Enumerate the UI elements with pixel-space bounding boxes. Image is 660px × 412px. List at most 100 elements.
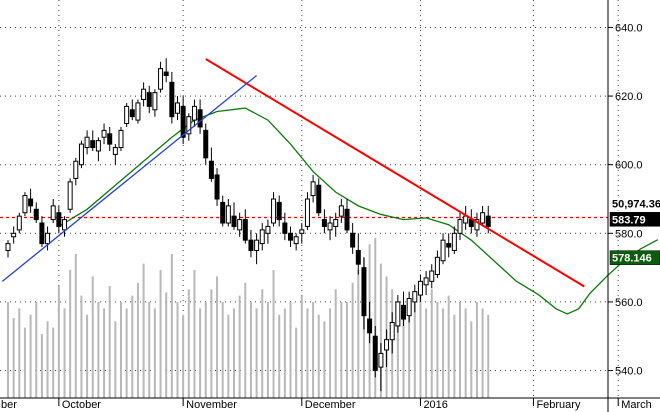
candle-down: [321, 219, 327, 227]
candle-up: [237, 219, 243, 231]
candle-down: [220, 201, 226, 224]
x-tick-label: ber: [1, 399, 17, 411]
candle-up: [429, 270, 435, 282]
candle-up: [124, 105, 130, 125]
candle-up: [118, 129, 124, 149]
candle-up: [412, 291, 418, 303]
candle-up: [293, 236, 299, 245]
candle-down: [485, 215, 491, 227]
candle-up: [417, 280, 423, 296]
value-label-box: [610, 196, 660, 211]
x-tick-label: March: [621, 399, 652, 411]
value-label-box: [609, 250, 660, 265]
candle-up: [310, 181, 316, 197]
x-tick-label: February: [536, 399, 581, 411]
candle-down: [276, 201, 282, 221]
candle-up: [175, 102, 180, 114]
candle-down: [129, 109, 135, 118]
candle-down: [248, 239, 254, 251]
candle-down: [203, 129, 209, 159]
y-tick-label: 560.0: [615, 297, 643, 309]
candle-down: [372, 335, 378, 372]
candle-up: [480, 212, 486, 224]
candle-down: [107, 133, 113, 145]
candle-down: [446, 243, 452, 248]
candle-down: [90, 140, 96, 149]
candle-down: [367, 318, 373, 334]
candle-up: [406, 298, 412, 317]
candle-up: [22, 195, 28, 214]
candle-down: [355, 249, 361, 265]
candle-up: [67, 181, 73, 210]
candle-up: [73, 160, 79, 179]
y-tick-label: 600.0: [615, 160, 643, 172]
value-labels: 50,974.36 583.79 578.146: [609, 196, 660, 265]
value-label-text: 583.79: [612, 214, 646, 226]
candle-down: [163, 71, 169, 76]
candle-down: [39, 222, 45, 245]
candle-up: [5, 243, 11, 251]
candle-down: [197, 109, 203, 128]
candle-down: [350, 232, 356, 248]
candle-up: [152, 92, 158, 111]
value-label-box: [609, 212, 660, 227]
candle-up: [474, 219, 480, 231]
candle-up: [78, 143, 84, 166]
candle-up: [327, 222, 333, 231]
candle-up: [378, 352, 384, 368]
candle-up: [457, 219, 463, 234]
candle-up: [45, 232, 51, 245]
volume-bars: [7, 238, 490, 398]
value-label-text: 50,974.36: [612, 198, 660, 210]
candle-up: [434, 256, 440, 275]
candle-up: [186, 116, 192, 135]
candle-up: [62, 219, 67, 231]
candle-up: [84, 136, 90, 149]
candle-down: [169, 81, 175, 118]
trendline: [205, 58, 585, 288]
candle-up: [16, 215, 22, 231]
candle-down: [361, 267, 367, 317]
candle-down: [33, 208, 39, 221]
y-tick-label: 540.0: [615, 366, 643, 378]
value-label-text: 578.146: [612, 253, 652, 265]
candle-down: [316, 184, 322, 214]
candle-up: [158, 68, 164, 90]
trendline: [1, 74, 258, 282]
candle-up: [333, 219, 339, 227]
x-tick-label: 2016: [423, 399, 447, 411]
candle-up: [135, 102, 141, 121]
candle-down: [208, 160, 214, 179]
x-tick-label: November: [186, 399, 237, 411]
candle-up: [395, 301, 401, 327]
candle-up: [112, 147, 118, 155]
candle-down: [231, 215, 237, 227]
candle-up: [440, 239, 446, 262]
price-candles: [5, 58, 491, 392]
x-tick-label: October: [62, 399, 101, 411]
y-tick-label: 620.0: [615, 91, 643, 103]
y-tick-label: 580.0: [615, 228, 643, 240]
candle-up: [304, 198, 310, 227]
candle-down: [344, 208, 350, 231]
trendlines: [1, 58, 585, 288]
candle-up: [191, 105, 197, 121]
candle-up: [384, 339, 390, 351]
candle-up: [271, 198, 277, 224]
candle-up: [338, 205, 344, 217]
candle-down: [56, 212, 62, 227]
candle-up: [11, 232, 17, 238]
x-tick-label: December: [305, 399, 356, 411]
candle-up: [259, 229, 265, 245]
candle-down: [214, 174, 220, 200]
candle-up: [225, 205, 231, 224]
candle-down: [288, 232, 293, 241]
candle-up: [254, 239, 260, 251]
candle-up: [101, 129, 107, 138]
candle-down: [282, 222, 288, 234]
candle-up: [265, 225, 271, 234]
candle-down: [468, 219, 474, 227]
candle-down: [242, 219, 248, 241]
candle-up: [451, 232, 457, 251]
